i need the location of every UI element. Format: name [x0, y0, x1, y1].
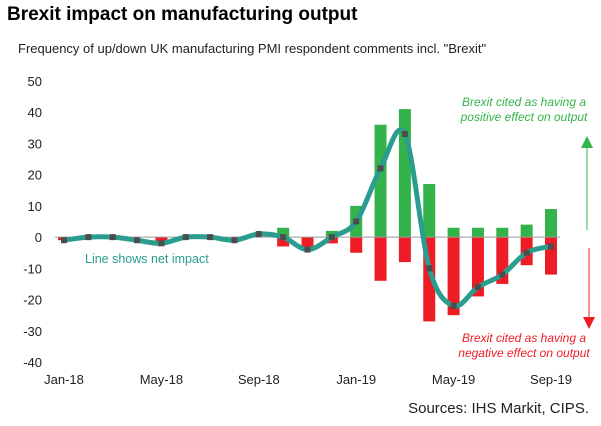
positive-label-line2: positive effect on output — [460, 110, 588, 124]
negative-label-line1: Brexit cited as having a — [462, 331, 586, 345]
negative-bar — [545, 237, 557, 275]
net-impact-marker — [158, 240, 165, 247]
net-impact-marker — [426, 265, 433, 272]
x-tick-label: Jan-19 — [336, 372, 376, 387]
net-impact-label: Line shows net impact — [85, 252, 209, 266]
net-impact-markers — [61, 131, 554, 309]
positive-label-line1: Brexit cited as having a — [462, 95, 586, 109]
negative-bar — [155, 237, 168, 244]
y-tick-label: 0 — [35, 230, 42, 245]
net-impact-marker — [450, 302, 457, 309]
net-impact-marker — [401, 131, 408, 138]
negative-bar — [350, 237, 363, 253]
x-tick-label: Jan-18 — [44, 372, 84, 387]
chart-title: Brexit impact on manufacturing output — [7, 4, 358, 25]
net-impact-marker — [85, 234, 92, 241]
x-tick-label: May-18 — [140, 372, 183, 387]
net-impact-marker — [328, 234, 335, 241]
up-arrow-icon — [581, 136, 593, 230]
down-arrow-icon — [583, 248, 595, 329]
negative-bar — [277, 237, 290, 247]
net-impact-marker — [304, 246, 311, 253]
negative-bar — [447, 237, 460, 316]
y-axis-ticks: 50 40 30 20 10 0 -10 -20 -30 -40 — [23, 74, 42, 370]
x-tick-label: Sep-18 — [238, 372, 280, 387]
net-impact-marker — [280, 234, 287, 241]
net-impact-marker — [548, 243, 554, 250]
source-note: Sources: IHS Markit, CIPS. — [408, 400, 589, 417]
chart-subtitle: Frequency of up/down UK manufacturing PM… — [18, 41, 487, 56]
negative-bar — [325, 237, 338, 244]
net-impact-line — [61, 127, 554, 309]
y-tick-label: -10 — [23, 261, 42, 276]
positive-bar — [325, 230, 338, 238]
net-impact-marker — [134, 237, 141, 244]
x-axis-ticks: Jan-18 May-18 Sep-18 Jan-19 May-19 Sep-19 — [44, 372, 572, 387]
negative-bar — [374, 237, 387, 281]
y-tick-label: 50 — [28, 74, 42, 89]
net-impact-marker — [182, 234, 189, 241]
negative-bar — [398, 237, 411, 263]
net-impact-marker — [377, 165, 384, 172]
y-tick-label: -20 — [23, 293, 42, 308]
y-tick-label: -40 — [23, 355, 42, 370]
y-tick-label: 30 — [28, 136, 42, 151]
positive-bar — [520, 224, 533, 238]
net-impact-marker — [474, 284, 481, 291]
positive-bar — [423, 184, 436, 238]
positive-bar — [545, 209, 557, 238]
positive-bar — [496, 227, 509, 238]
positive-bar — [471, 227, 484, 238]
net-impact-marker — [231, 237, 238, 244]
net-impact-marker — [255, 230, 262, 237]
y-tick-label: 10 — [28, 199, 42, 214]
negative-label-line2: negative effect on output — [458, 346, 590, 360]
net-impact-marker — [353, 218, 360, 225]
negative-bar — [471, 237, 484, 297]
net-impact-marker — [207, 234, 214, 241]
bar-series — [58, 109, 557, 322]
net-impact-marker — [499, 271, 506, 278]
net-impact-marker — [61, 237, 67, 244]
x-tick-label: Sep-19 — [530, 372, 572, 387]
x-tick-label: May-19 — [432, 372, 475, 387]
positive-bar — [374, 124, 387, 238]
positive-bar — [277, 227, 290, 238]
net-impact-marker — [109, 234, 116, 241]
positive-bar — [447, 227, 460, 238]
y-tick-label: 20 — [28, 168, 42, 183]
net-impact-marker — [523, 249, 530, 256]
y-tick-label: -30 — [23, 324, 42, 339]
y-tick-label: 40 — [28, 105, 42, 120]
